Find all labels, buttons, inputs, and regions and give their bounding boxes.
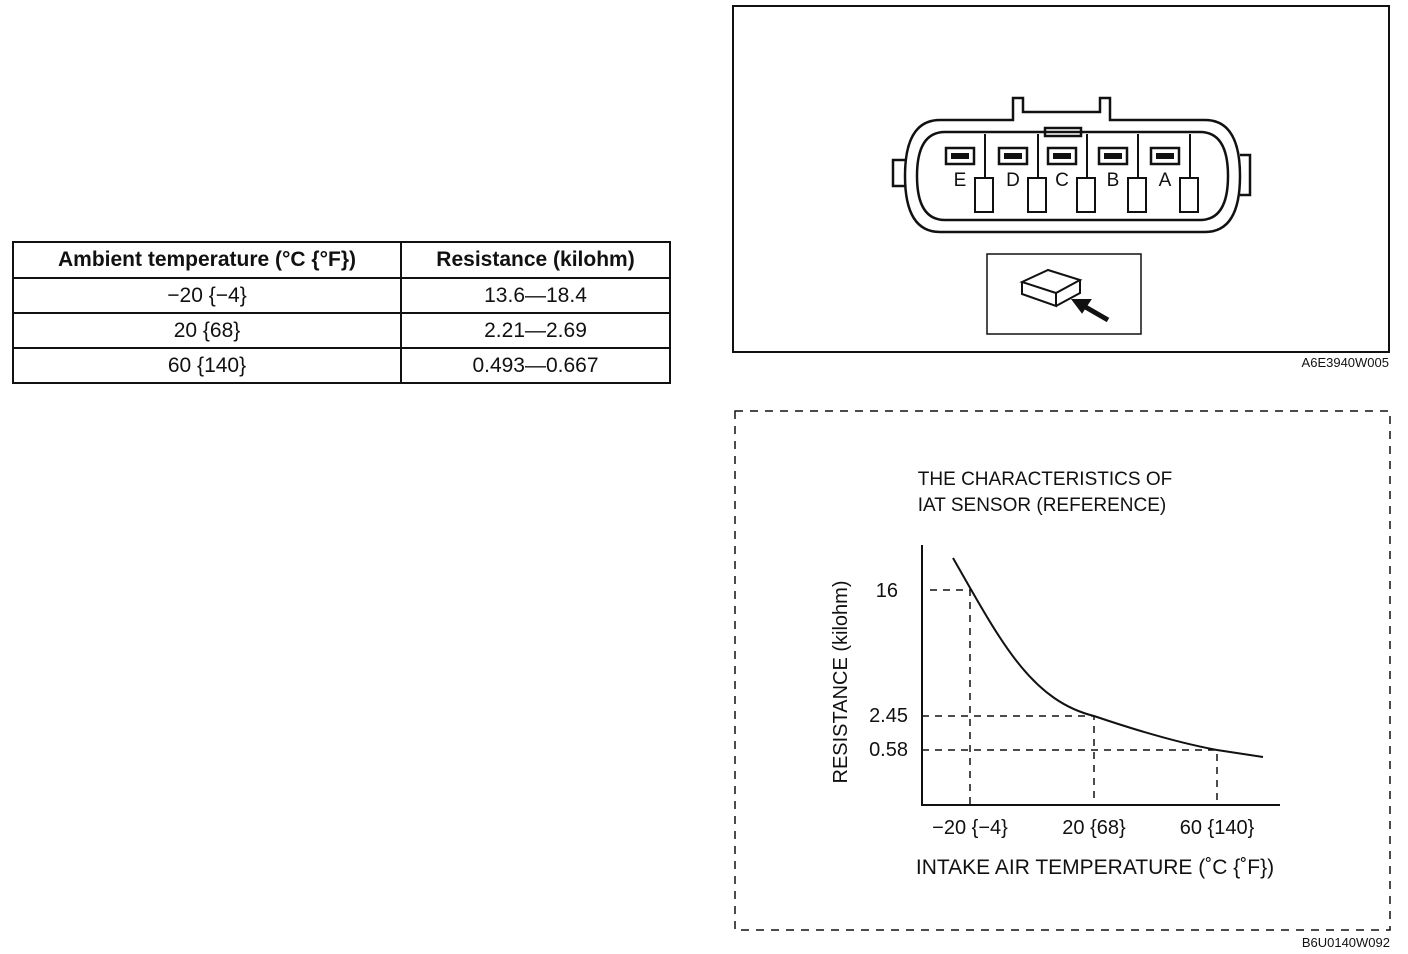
figure-code: B6U0140W092 <box>1302 935 1390 950</box>
characteristic-curve <box>952 557 1264 758</box>
graph-title: THE CHARACTERISTICS OF <box>918 469 1172 490</box>
y-tick-label: 0.58 <box>869 739 908 761</box>
terminal-pin <box>1156 153 1174 159</box>
x-tick-label: 60 {140} <box>1180 817 1255 839</box>
cell: 20 {68} <box>12 312 402 349</box>
terminal-slot <box>1097 146 1129 166</box>
x-axis-label: INTAKE AIR TEMPERATURE (˚C {˚F}) <box>916 856 1274 879</box>
terminal-pin <box>1104 153 1122 159</box>
y-axis-label: RESISTANCE (kilohm) <box>830 581 852 784</box>
cell: 13.6—18.4 <box>400 277 671 314</box>
header-cell: Resistance (kilohm) <box>400 241 671 279</box>
x-tick-label: −20 {−4} <box>932 817 1008 839</box>
cell: −20 {−4} <box>12 277 402 314</box>
terminal-pin <box>1004 153 1022 159</box>
terminal-pin <box>951 153 969 159</box>
header-row: Ambient temperature (°C {°F}) Resistance … <box>12 241 671 279</box>
resistance-table: Ambient temperature (°C {°F}) Resistance … <box>12 241 671 384</box>
terminal-lock <box>974 177 994 213</box>
cell: 2.21—2.69 <box>400 312 671 349</box>
terminal-lock <box>1179 177 1199 213</box>
axes <box>921 545 1280 806</box>
terminal-slot <box>944 146 976 166</box>
terminal-lock <box>1027 177 1047 213</box>
terminal-slot <box>1149 146 1181 166</box>
terminal-label: C <box>1055 170 1069 191</box>
cell: 60 {140} <box>12 347 402 384</box>
graph-frame <box>734 410 1391 931</box>
y-tick-label: 2.45 <box>869 705 908 727</box>
figure-code: A6E3940W005 <box>1302 355 1389 370</box>
connector <box>891 96 1252 234</box>
terminal-lock <box>1076 177 1096 213</box>
cell: 0.493—0.667 <box>400 347 671 384</box>
x-tick-label: 20 {68} <box>1062 817 1126 839</box>
terminal-label: B <box>1107 170 1120 191</box>
connector-frame <box>732 5 1390 353</box>
header-cell: Ambient temperature (°C {°F}) <box>12 241 402 279</box>
terminal-label: D <box>1006 170 1020 191</box>
terminal-lock <box>1127 177 1147 213</box>
y-tick-label: 16 <box>876 580 898 602</box>
row: 60 {140} 0.493—0.667 <box>12 347 671 384</box>
row: 20 {68} 2.21—2.69 <box>12 312 671 349</box>
row: −20 {−4} 13.6—18.4 <box>12 277 671 314</box>
view-inset <box>986 253 1142 335</box>
terminal-label: A <box>1159 170 1172 191</box>
terminal-label: E <box>954 170 967 191</box>
graph-title: IAT SENSOR (REFERENCE) <box>918 495 1166 516</box>
guide-lines <box>922 589 1218 805</box>
view-icon <box>1019 268 1110 323</box>
terminal-slot <box>997 146 1029 166</box>
terminal-pin <box>1053 153 1071 159</box>
terminal-slot <box>1046 146 1078 166</box>
